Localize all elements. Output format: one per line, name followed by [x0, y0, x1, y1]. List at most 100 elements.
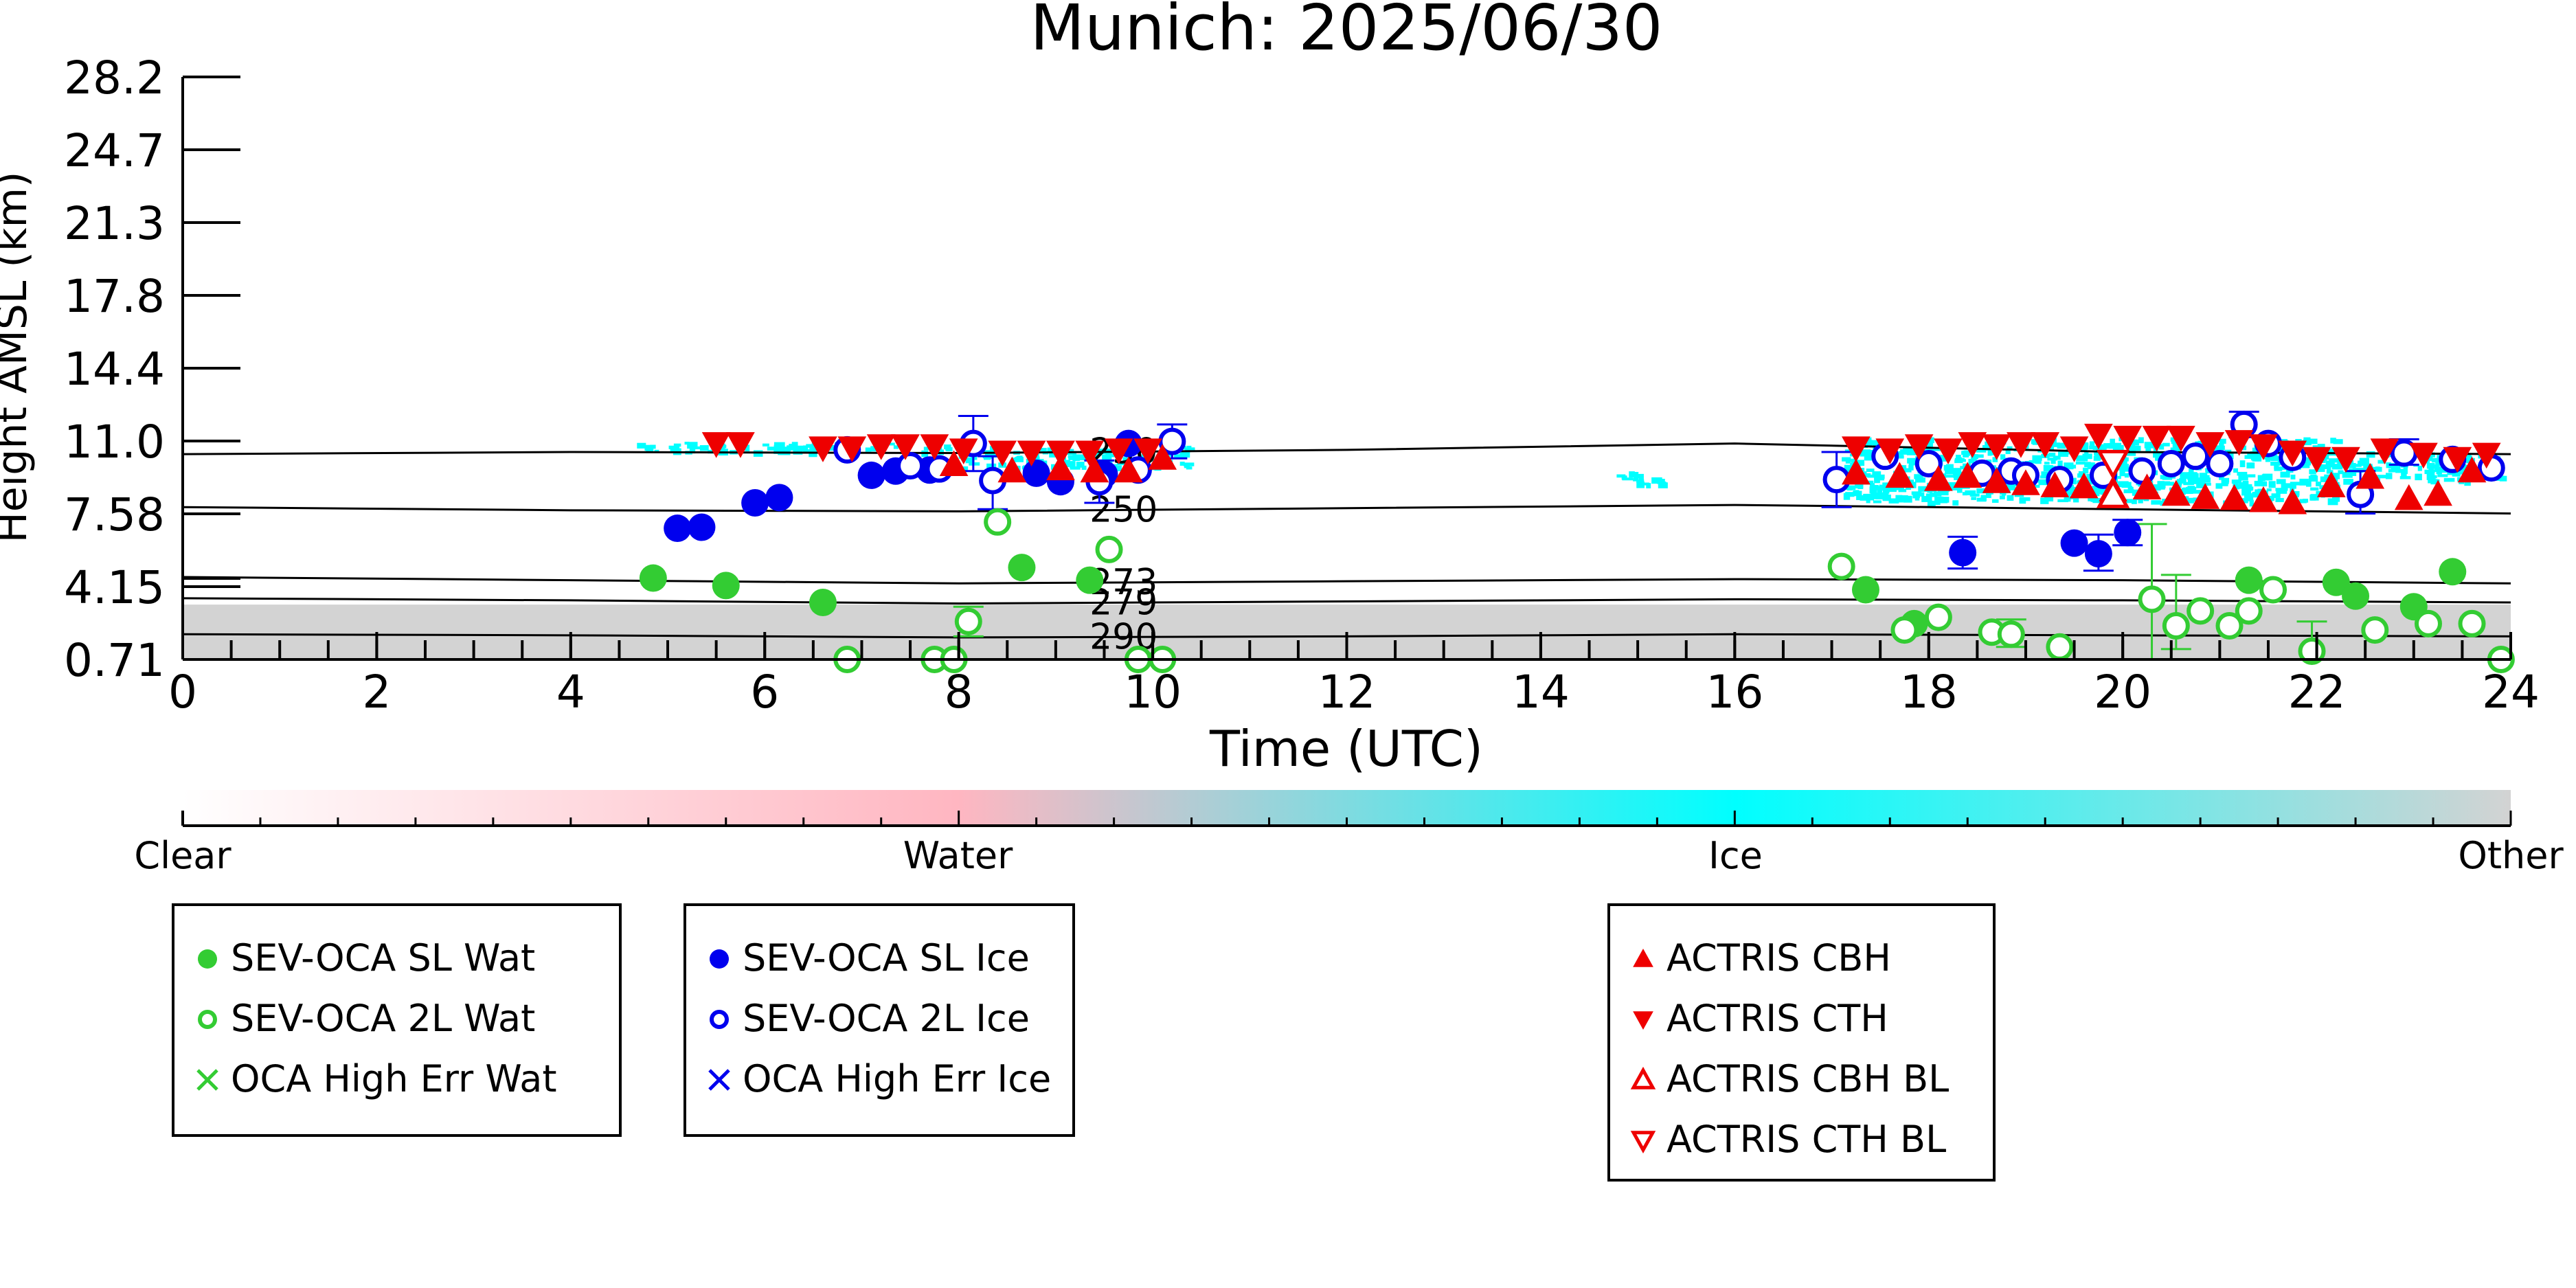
ice-pixel	[2157, 481, 2165, 488]
ice-region	[1616, 471, 1668, 488]
ice-pixel	[1901, 495, 1908, 502]
ice-pixel	[2263, 455, 2269, 460]
data-point	[2235, 566, 2263, 594]
legend-marker	[198, 949, 217, 969]
legend-marker	[1630, 1066, 1656, 1089]
ice-pixel	[2134, 445, 2141, 451]
ice-pixel	[1873, 441, 1879, 448]
data-point	[2278, 440, 2307, 467]
ice-pixel	[2256, 453, 2263, 457]
ice-pixel	[2375, 466, 2380, 471]
ice-pixel	[1972, 454, 1984, 458]
ice-pixel	[1950, 468, 1962, 473]
ice-pixel	[1976, 449, 1987, 453]
ice-pixel	[1853, 490, 1860, 496]
ice-pixel	[2338, 470, 2344, 475]
legend-label: OCA High Err Wat	[231, 1057, 557, 1100]
legend-label: SEV-OCA SL Wat	[231, 936, 536, 980]
legend-marker	[700, 938, 738, 977]
ice-pixel	[1070, 466, 1081, 470]
ice-pixel	[1864, 454, 1875, 461]
data-point	[726, 432, 755, 458]
ice-pixel	[2076, 455, 2083, 462]
x-tick-label: 2	[362, 666, 391, 719]
ice-pixel	[2032, 455, 2042, 461]
ice-pixel	[1898, 485, 1905, 492]
data-point	[1080, 456, 1109, 483]
ice-pixel	[1914, 474, 1922, 479]
ice-pixel	[2160, 500, 2165, 506]
data-point	[2060, 529, 2088, 557]
ice-pixel	[2000, 454, 2006, 460]
ice-pixel	[2131, 439, 2139, 446]
ice-pixel	[2274, 468, 2283, 471]
ice-pixel	[2327, 466, 2331, 473]
data-point	[741, 489, 769, 517]
ice-pixel	[1908, 465, 1914, 471]
ice-pixel	[2077, 473, 2086, 478]
ice-pixel	[646, 444, 654, 452]
ice-pixel	[699, 445, 709, 451]
ice-pixel	[1081, 465, 1087, 470]
data-point	[2031, 432, 2060, 458]
ice-pixel	[2435, 460, 2443, 466]
filled-triangle-down-marker-icon	[1633, 1011, 1653, 1030]
ice-pixel	[2066, 464, 2077, 469]
ice-pixel	[2138, 497, 2143, 504]
data-point	[2249, 434, 2278, 460]
ice-pixel	[2244, 494, 2253, 501]
data-point	[2219, 484, 2249, 510]
data-point	[988, 440, 1017, 467]
legend-actris: ACTRIS CBH ACTRIS CTH ACTRIS CBH BL ACTRIS …	[1607, 903, 1996, 1182]
chart-title: Munich: 2025/06/30	[1030, 0, 1663, 65]
ice-pixel	[2285, 469, 2294, 473]
x-tick-label: 20	[2094, 666, 2151, 719]
ice-pixel	[690, 444, 695, 450]
ice-pixel	[2329, 464, 2339, 468]
data-point	[997, 456, 1027, 483]
ice-pixel	[1945, 464, 1954, 471]
data-point	[2259, 576, 2287, 604]
x-axis-label: Time (UTC)	[1209, 720, 1483, 778]
ice-pixel	[1888, 498, 1899, 504]
ice-pixel	[1991, 499, 1999, 503]
data-point	[688, 513, 716, 541]
legend-marker	[1633, 1011, 1653, 1030]
ice-pixel	[2219, 438, 2226, 444]
ice-pixel	[2193, 473, 2199, 479]
ice-pixel	[1117, 461, 1128, 466]
ice-pixel	[1179, 462, 1185, 466]
data-point	[2113, 425, 2143, 452]
ice-pixel	[2355, 467, 2364, 471]
legend-entry: OCA High Err Wat	[188, 1057, 557, 1100]
data-point	[954, 607, 982, 635]
data-point	[1075, 440, 1105, 467]
data-point	[2084, 423, 2113, 450]
data-point	[1095, 535, 1123, 563]
data-point	[712, 572, 740, 600]
ice-pixel	[1863, 493, 1875, 501]
ice-pixel	[2160, 475, 2169, 479]
ice-pixel	[2121, 482, 2132, 488]
data-point	[2046, 633, 2074, 661]
ice-pixel	[1877, 474, 1885, 479]
legend-label: ACTRIS CTH	[1667, 996, 1888, 1040]
colorbar-label: Clear	[134, 834, 231, 877]
data-point	[2394, 484, 2424, 510]
data-point	[809, 436, 837, 462]
open-circle-marker-icon	[198, 1010, 217, 1029]
data-point	[2235, 597, 2263, 625]
data-point	[2443, 447, 2472, 473]
ice-pixel	[1925, 493, 1932, 501]
ice-pixel	[2326, 470, 2334, 474]
ice-pixel	[2350, 464, 2362, 467]
ice-pixel	[2327, 498, 2338, 506]
data-point	[1841, 458, 1871, 485]
ice-pixel	[2276, 488, 2287, 494]
ice-pixel	[1844, 449, 1850, 453]
ice-pixel	[2276, 466, 2283, 470]
ice-pixel	[2276, 479, 2286, 484]
ice-pixel	[2333, 439, 2343, 444]
ice-pixel	[1912, 495, 1919, 499]
data-point	[2355, 462, 2385, 489]
